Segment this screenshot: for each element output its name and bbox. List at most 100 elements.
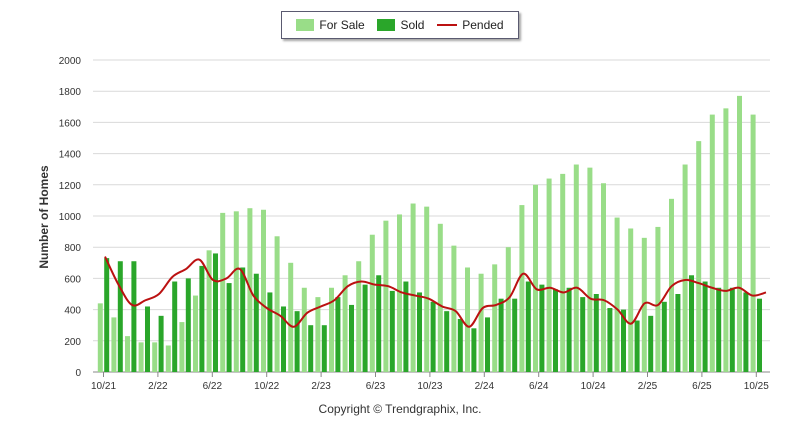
bar-sold bbox=[743, 292, 749, 372]
y-tick-label: 400 bbox=[64, 306, 81, 317]
bar-sold bbox=[226, 283, 232, 372]
bar-sold bbox=[335, 297, 341, 372]
legend-label-for-sale: For Sale bbox=[319, 18, 365, 32]
legend-label-pended: Pended bbox=[462, 18, 504, 32]
bar-for-sale bbox=[682, 164, 688, 372]
bar-sold bbox=[172, 281, 178, 372]
bar-sold bbox=[349, 304, 354, 372]
bar-sold bbox=[104, 258, 110, 372]
x-tick-label: 2/24 bbox=[475, 381, 495, 392]
bar-for-sale bbox=[369, 234, 375, 372]
bar-for-sale bbox=[220, 212, 226, 372]
bar-for-sale bbox=[505, 247, 511, 372]
bar-for-sale bbox=[261, 209, 266, 372]
bar-for-sale bbox=[152, 342, 158, 372]
bar-for-sale bbox=[628, 228, 634, 372]
legend-swatch-pended bbox=[437, 24, 458, 26]
bar-sold bbox=[253, 273, 259, 372]
y-tick-label: 1200 bbox=[59, 181, 82, 192]
bar-sold bbox=[525, 281, 531, 372]
y-tick-label: 1000 bbox=[59, 212, 82, 223]
bar-for-sale bbox=[383, 220, 389, 372]
bar-sold bbox=[675, 294, 681, 372]
x-tick-label: 6/22 bbox=[203, 381, 223, 392]
bar-for-sale bbox=[206, 250, 212, 372]
copyright: Copyright © Trendgraphix, Inc. bbox=[318, 402, 482, 416]
bar-for-sale bbox=[560, 173, 566, 372]
bar-for-sale bbox=[465, 267, 470, 372]
bar-for-sale bbox=[546, 178, 552, 372]
bar-sold bbox=[185, 278, 191, 372]
bar-for-sale bbox=[125, 336, 130, 372]
bar-for-sale bbox=[97, 303, 103, 372]
legend-swatch-for-sale bbox=[296, 19, 315, 31]
bar-sold bbox=[621, 309, 626, 372]
bar-sold bbox=[648, 315, 654, 372]
bar-for-sale bbox=[193, 295, 198, 372]
bar-for-sale bbox=[655, 226, 661, 372]
bar-sold bbox=[498, 298, 504, 372]
bar-sold bbox=[580, 297, 586, 372]
bar-sold bbox=[485, 317, 490, 372]
y-tick-label: 600 bbox=[64, 274, 81, 285]
bar-for-sale bbox=[424, 206, 430, 372]
bar-for-sale bbox=[437, 223, 443, 372]
bar-for-sale bbox=[356, 261, 362, 372]
bar-sold bbox=[376, 275, 382, 372]
y-tick-label: 2000 bbox=[59, 56, 82, 67]
bar-sold bbox=[634, 320, 640, 372]
legend-item-pended[interactable]: Pended bbox=[437, 18, 504, 32]
bar-for-sale bbox=[138, 342, 144, 372]
bar-sold bbox=[240, 267, 246, 372]
x-tick-label: 10/24 bbox=[581, 381, 606, 392]
legend-swatch-sold bbox=[377, 19, 396, 31]
bar-sold bbox=[417, 292, 422, 372]
bar-sold bbox=[607, 308, 613, 372]
bar-sold bbox=[471, 328, 477, 372]
bar-for-sale bbox=[723, 108, 729, 373]
bar-sold bbox=[213, 253, 218, 372]
bar-sold bbox=[389, 290, 395, 372]
bar-for-sale bbox=[492, 264, 498, 372]
bar-for-sale bbox=[179, 322, 185, 372]
bar-for-sale bbox=[233, 211, 239, 372]
x-tick-label: 6/24 bbox=[529, 381, 549, 392]
y-tick-label: 1800 bbox=[59, 87, 82, 98]
bar-for-sale bbox=[111, 317, 117, 372]
x-tick-label: 10/23 bbox=[417, 381, 442, 392]
bar-sold bbox=[689, 275, 694, 372]
bar-for-sale bbox=[519, 205, 525, 372]
legend-item-sold[interactable]: Sold bbox=[377, 18, 424, 32]
y-tick-label: 1600 bbox=[59, 118, 82, 129]
x-tick-label: 10/25 bbox=[744, 381, 769, 392]
bar-for-sale bbox=[288, 262, 294, 372]
legend-item-for-sale[interactable]: For Sale bbox=[296, 18, 365, 32]
bar-sold bbox=[512, 298, 518, 372]
x-tick-label: 2/25 bbox=[638, 381, 658, 392]
y-axis-label: Number of Homes bbox=[37, 165, 51, 269]
bar-for-sale bbox=[709, 114, 715, 372]
bar-sold bbox=[702, 281, 708, 372]
bar-sold bbox=[281, 306, 286, 372]
bar-sold bbox=[757, 298, 762, 372]
x-tick-label: 2/23 bbox=[311, 381, 331, 392]
bar-for-sale bbox=[315, 297, 321, 372]
line-pended bbox=[104, 256, 767, 328]
bar-sold bbox=[566, 287, 572, 372]
bar-for-sale bbox=[397, 214, 402, 372]
x-tick-label: 2/22 bbox=[148, 381, 168, 392]
bar-sold bbox=[457, 318, 463, 372]
bar-sold bbox=[553, 289, 558, 372]
x-tick-label: 6/23 bbox=[366, 381, 386, 392]
bar-for-sale bbox=[274, 236, 280, 372]
x-tick-label: 10/21 bbox=[91, 381, 116, 392]
bar-for-sale bbox=[342, 275, 348, 372]
bar-sold bbox=[362, 284, 368, 372]
bar-for-sale bbox=[737, 95, 742, 372]
bar-sold bbox=[308, 325, 314, 372]
bar-sold bbox=[593, 294, 599, 372]
bar-for-sale bbox=[614, 217, 620, 372]
x-tick-label: 10/22 bbox=[254, 381, 279, 392]
bar-for-sale bbox=[478, 273, 484, 372]
bar-sold bbox=[403, 281, 409, 372]
